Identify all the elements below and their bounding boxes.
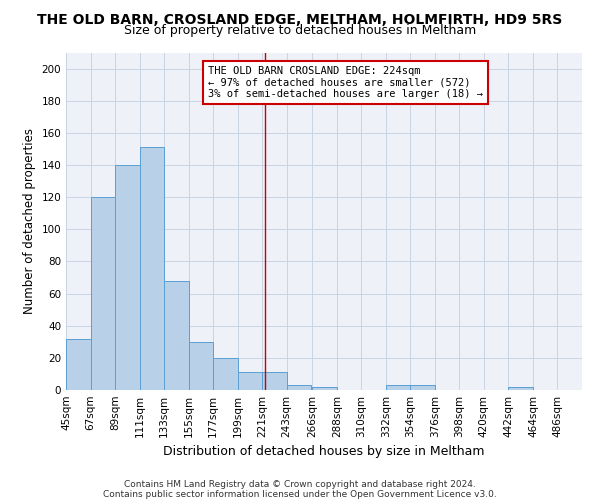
Bar bbox=[410, 385, 435, 390]
Bar bbox=[140, 148, 164, 390]
Text: THE OLD BARN, CROSLAND EDGE, MELTHAM, HOLMFIRTH, HD9 5RS: THE OLD BARN, CROSLAND EDGE, MELTHAM, HO… bbox=[37, 12, 563, 26]
X-axis label: Distribution of detached houses by size in Meltham: Distribution of detached houses by size … bbox=[163, 446, 485, 458]
Bar bbox=[508, 387, 533, 390]
Text: Contains HM Land Registry data © Crown copyright and database right 2024.
Contai: Contains HM Land Registry data © Crown c… bbox=[103, 480, 497, 499]
Bar bbox=[66, 338, 91, 390]
Y-axis label: Number of detached properties: Number of detached properties bbox=[23, 128, 36, 314]
Bar bbox=[213, 358, 238, 390]
Bar bbox=[262, 372, 287, 390]
Bar bbox=[91, 197, 115, 390]
Bar bbox=[238, 372, 262, 390]
Bar bbox=[386, 385, 410, 390]
Bar bbox=[188, 342, 213, 390]
Text: THE OLD BARN CROSLAND EDGE: 224sqm
← 97% of detached houses are smaller (572)
3%: THE OLD BARN CROSLAND EDGE: 224sqm ← 97%… bbox=[208, 66, 483, 99]
Bar bbox=[287, 385, 311, 390]
Bar bbox=[312, 387, 337, 390]
Bar bbox=[164, 280, 188, 390]
Bar bbox=[115, 165, 140, 390]
Text: Size of property relative to detached houses in Meltham: Size of property relative to detached ho… bbox=[124, 24, 476, 37]
